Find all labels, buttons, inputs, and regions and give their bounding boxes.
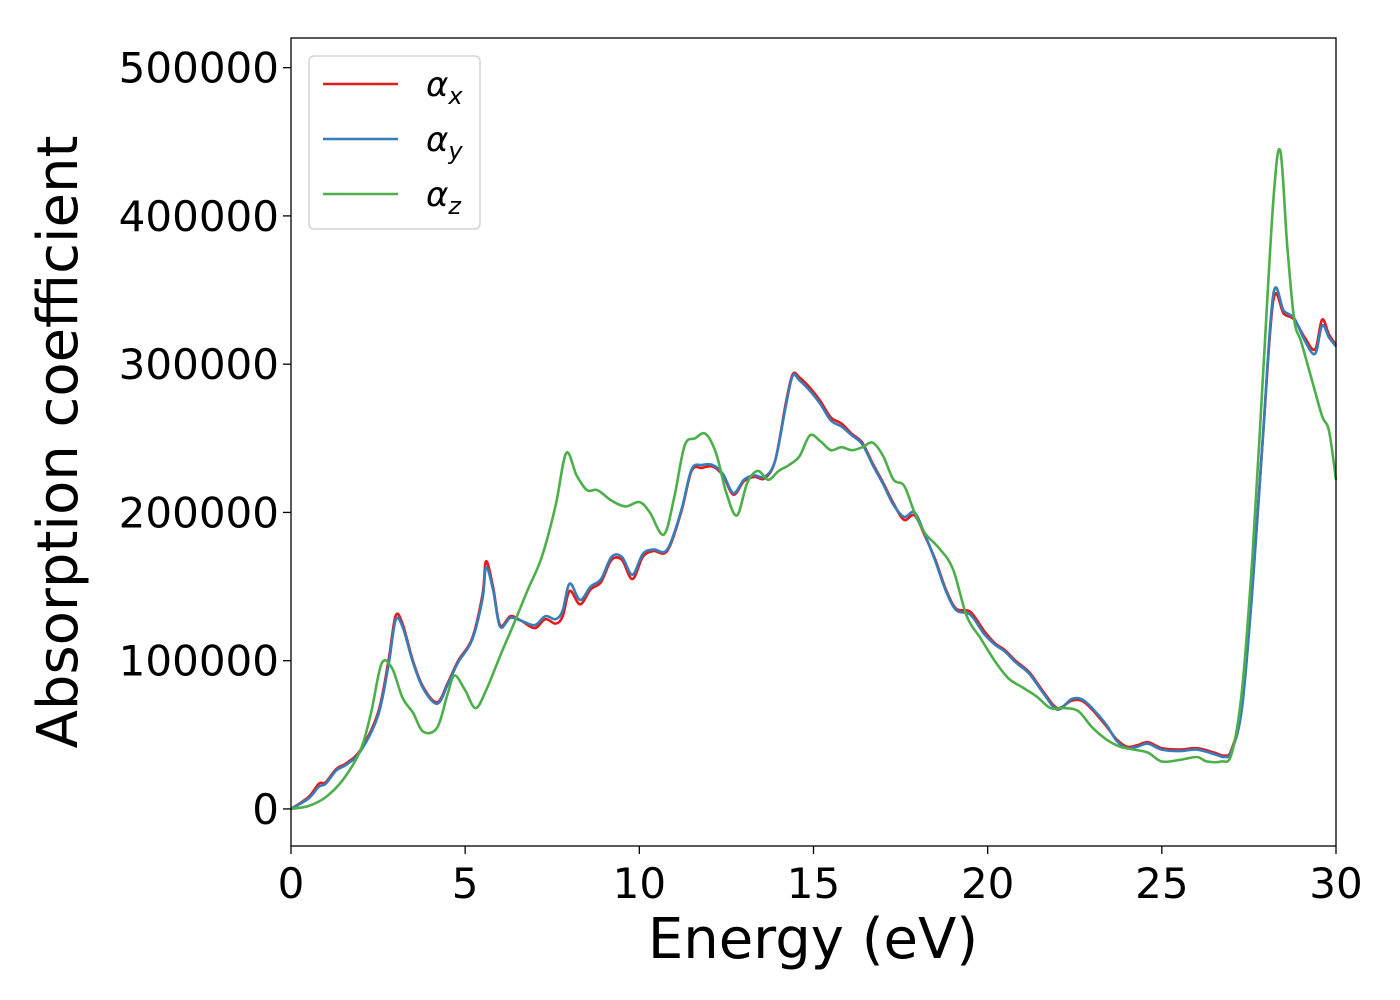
y-tick-label: 0 <box>252 785 279 834</box>
y-tick-label: 200000 <box>119 488 279 537</box>
legend-label-y: αy <box>426 120 463 165</box>
x-tick-label: 25 <box>1135 859 1188 908</box>
legend-label-z: αz <box>426 175 462 220</box>
x-axis-ticks: 0 5 10 15 20 25 30 <box>278 846 1363 908</box>
x-tick-label: 0 <box>278 859 305 908</box>
y-axis-title: Absorption coefficient <box>26 136 91 749</box>
y-axis-ticks: 0 100000 200000 300000 400000 500000 <box>119 44 291 834</box>
x-tick-label: 30 <box>1309 859 1362 908</box>
x-tick-label: 15 <box>787 859 840 908</box>
series-line-z <box>290 147 1338 811</box>
y-tick-label: 300000 <box>119 340 279 389</box>
legend: αx αy αz <box>308 55 481 230</box>
y-tick-label: 500000 <box>119 44 279 93</box>
series-layer <box>290 147 1338 811</box>
x-tick-label: 10 <box>613 859 666 908</box>
x-tick-label: 5 <box>452 859 479 908</box>
y-tick-label: 100000 <box>119 637 279 686</box>
legend-frame <box>308 55 481 230</box>
x-tick-label: 20 <box>961 859 1014 908</box>
x-axis-title: Energy (eV) <box>648 907 978 972</box>
y-tick-label: 400000 <box>119 192 279 241</box>
legend-label-x: αx <box>426 65 463 110</box>
plot-frame <box>290 37 1337 847</box>
series-line-y <box>290 286 1338 811</box>
